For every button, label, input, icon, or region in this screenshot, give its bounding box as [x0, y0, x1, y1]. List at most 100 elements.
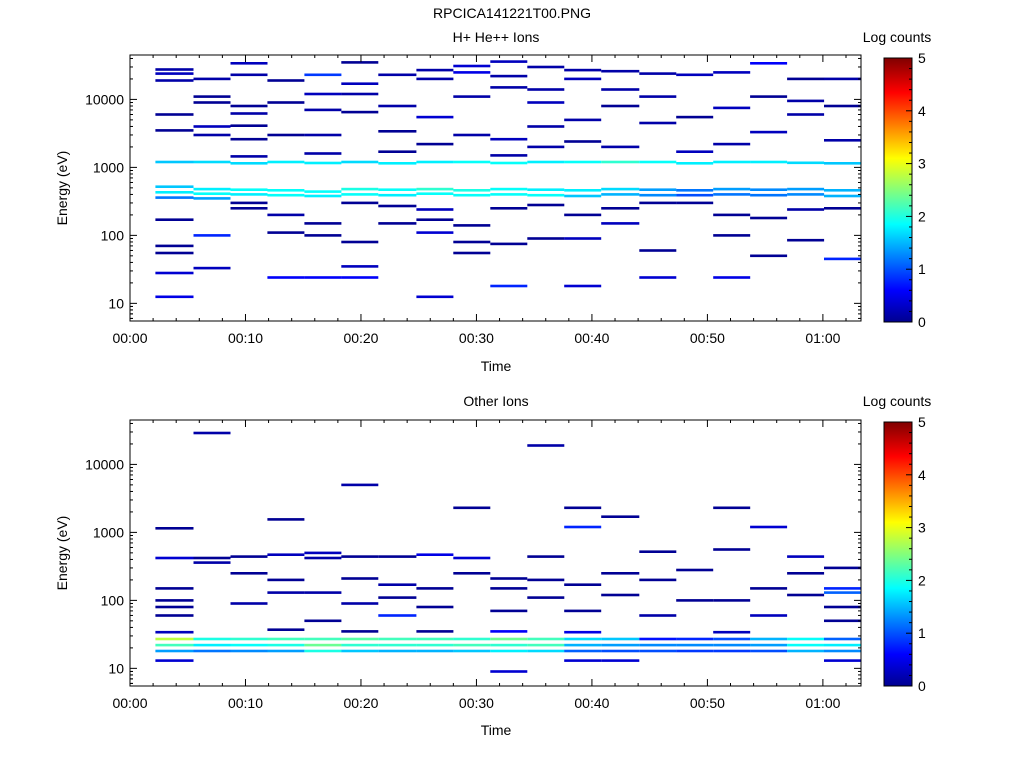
- heatmap-cell: [676, 189, 714, 192]
- heatmap-cell: [750, 614, 788, 617]
- heatmap-cell: [713, 187, 751, 191]
- heatmap-cell: [155, 79, 194, 82]
- x-axis-label: Time: [481, 358, 512, 374]
- heatmap-cell: [453, 189, 491, 192]
- heatmap-cell: [527, 88, 565, 91]
- heatmap-cell: [304, 637, 342, 641]
- heatmap-cell: [378, 162, 417, 165]
- heatmap-cell: [601, 659, 640, 662]
- heatmap-cell: [416, 295, 454, 299]
- heatmap-cell: [750, 216, 788, 220]
- heatmap-cell: [824, 659, 861, 662]
- heatmap-cell: [304, 234, 342, 237]
- heatmap-cell: [230, 207, 268, 210]
- heatmap-cell: [787, 193, 825, 196]
- heatmap-cell: [787, 572, 825, 575]
- heatmap-cell: [527, 578, 565, 582]
- heatmap-cell: [787, 649, 825, 653]
- panel-h-he-ions: H+ He++ Ions 00:00 00:10 00:20 00:30 00:40 00…: [54, 29, 931, 374]
- heatmap-cell: [416, 192, 454, 195]
- heatmap-cell: [341, 630, 379, 633]
- heatmap-cell: [824, 77, 861, 81]
- heatmap-cell: [304, 643, 342, 647]
- heatmap-cell: [341, 201, 379, 205]
- heatmap-cell: [230, 637, 268, 641]
- colorbar-tick-label: 3: [918, 156, 926, 172]
- x-axis: 00:00 00:10 00:20 00:30 00:40 00:50 01:00: [112, 55, 847, 346]
- heatmap-cell: [639, 121, 677, 125]
- heatmap-cell: [676, 568, 714, 572]
- heatmap-cell: [824, 189, 861, 192]
- heatmap-cell: [639, 649, 677, 653]
- heatmap-cell: [490, 137, 528, 141]
- heatmap-cell: [639, 643, 677, 647]
- heatmap-cell: [750, 649, 788, 653]
- heatmap-cell: [564, 118, 602, 122]
- heatmap-cell: [713, 213, 751, 217]
- heatmap-cell: [750, 525, 788, 529]
- heatmap-cell: [267, 276, 305, 279]
- heatmap-cell: [676, 637, 714, 641]
- x-tick-label: 00:50: [690, 695, 725, 711]
- heatmap-cell: [230, 572, 268, 575]
- heatmap-cell: [601, 88, 640, 91]
- heatmap-cell: [601, 145, 640, 149]
- heatmap-cell: [490, 630, 528, 633]
- heatmap-cell: [453, 637, 491, 641]
- colorbar-tick-label: 2: [918, 572, 926, 588]
- heatmap-cell: [378, 643, 417, 647]
- heatmap-cell: [416, 553, 454, 556]
- heatmap-cell: [193, 556, 231, 560]
- heatmap-cell: [230, 162, 268, 165]
- heatmap-cell: [155, 244, 194, 248]
- heatmap-cell: [490, 643, 528, 647]
- heatmap-cell: [267, 628, 305, 631]
- y-tick-label: 100: [101, 227, 125, 243]
- heatmap-cell: [713, 234, 751, 237]
- heatmap-cell: [416, 68, 454, 72]
- heatmap-cell: [750, 193, 788, 197]
- heatmap-cell: [155, 72, 194, 75]
- heatmap-cell: [155, 185, 194, 188]
- y-axis: 10 100 1000 10000: [85, 422, 861, 684]
- heatmap-cell: [416, 208, 454, 211]
- heatmap-cell: [787, 77, 825, 81]
- heatmap-cell: [490, 207, 528, 210]
- heatmap-cell: [378, 204, 417, 208]
- heatmap-cell: [713, 637, 751, 641]
- heatmap-cell: [490, 587, 528, 590]
- colorbar-tick-label: 1: [918, 625, 926, 641]
- heatmap-cell: [416, 218, 454, 221]
- heatmap-cell: [416, 649, 454, 653]
- heatmap-cell: [676, 73, 714, 77]
- heatmap-cell: [564, 609, 602, 613]
- heatmap-cell: [824, 605, 861, 609]
- heatmap-cell: [750, 643, 788, 647]
- heatmap-cell: [155, 527, 194, 530]
- heatmap-cell: [824, 257, 861, 261]
- heatmap-cell: [304, 194, 342, 198]
- colorbar-tick-label: 1: [918, 261, 926, 277]
- heatmap-cell: [304, 551, 342, 555]
- heatmap-cell: [601, 222, 640, 225]
- heatmap-cell: [490, 161, 528, 165]
- heatmap-cell: [378, 130, 417, 133]
- colorbar-tick-label: 5: [918, 50, 926, 66]
- y-tick-label: 10000: [85, 456, 124, 472]
- heatmap-cell: [267, 231, 305, 234]
- y-tick-label: 10: [108, 660, 124, 676]
- heatmap-cell: [267, 213, 305, 217]
- heatmap-cell: [193, 561, 231, 564]
- heatmap-cell: [416, 142, 454, 146]
- heatmap-cell: [824, 162, 861, 165]
- heatmap-cell: [341, 643, 379, 647]
- heatmap-cell: [193, 637, 231, 641]
- heatmap-cell: [490, 637, 528, 641]
- y-tick-label: 100: [101, 592, 125, 608]
- heatmap-cell: [527, 237, 565, 240]
- heatmap-cell: [155, 68, 194, 71]
- heatmap-cell: [564, 284, 602, 288]
- y-axis: 10 100 1000 10000: [85, 57, 861, 319]
- heatmap-cell: [639, 550, 677, 553]
- heatmap-cell: [490, 609, 528, 613]
